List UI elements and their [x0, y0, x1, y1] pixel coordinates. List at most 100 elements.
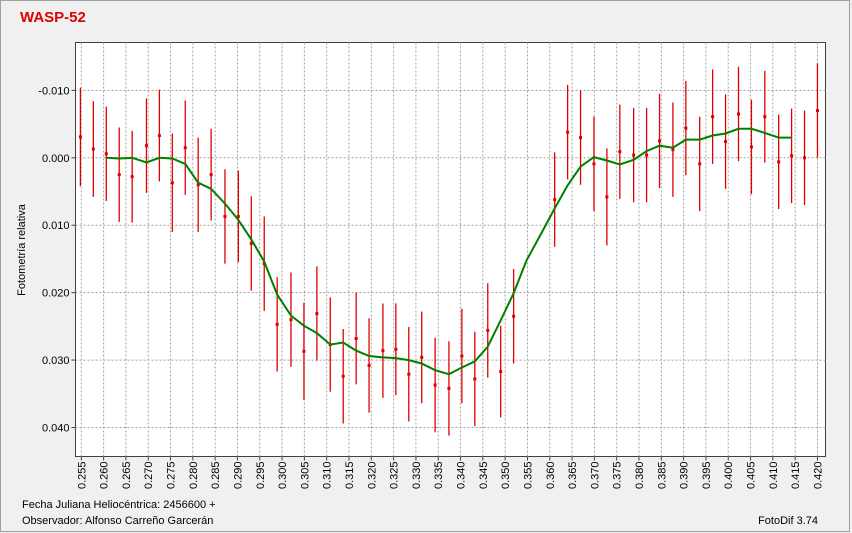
- x-tick-label: 0.385: [656, 462, 668, 490]
- data-point: [460, 354, 464, 358]
- x-tick-label: 0.375: [612, 462, 624, 490]
- x-tick-label: 0.330: [411, 462, 423, 490]
- data-point: [711, 115, 715, 119]
- data-point: [658, 139, 662, 143]
- data-point: [407, 372, 411, 376]
- data-point: [592, 162, 596, 166]
- data-point: [736, 112, 740, 116]
- data-point: [632, 153, 636, 157]
- software: FotoDif 3.74: [758, 515, 818, 527]
- data-point: [499, 370, 503, 374]
- data-point: [367, 363, 371, 367]
- x-tick-label: 0.355: [522, 462, 534, 490]
- data-point: [803, 156, 807, 160]
- y-tick-label: 0.000: [42, 153, 70, 165]
- y-axis-label: Fotometría relativa: [16, 203, 28, 296]
- data-point: [183, 146, 187, 150]
- x-tick-label: 0.280: [188, 462, 200, 490]
- x-tick-label: 0.340: [456, 462, 468, 490]
- data-point: [579, 136, 583, 140]
- data-point: [473, 377, 477, 381]
- x-tick-label: 0.350: [500, 462, 512, 490]
- x-tick-label: 0.405: [746, 462, 758, 490]
- x-tick-label: 0.325: [389, 462, 401, 490]
- data-point: [104, 152, 108, 156]
- chart-title: WASP-52: [20, 9, 86, 26]
- x-tick-label: 0.390: [679, 462, 691, 490]
- y-tick-label: 0.040: [42, 423, 70, 435]
- data-point: [157, 134, 161, 138]
- x-tick-label: 0.345: [478, 462, 490, 490]
- trend-line: [106, 127, 792, 376]
- data-point: [749, 145, 753, 149]
- data-point: [196, 183, 200, 187]
- data-point: [486, 328, 490, 332]
- data-point: [433, 383, 437, 387]
- y-tick-label: -0.010: [38, 85, 69, 97]
- data-point: [236, 214, 240, 218]
- x-tick-label: 0.395: [701, 462, 713, 490]
- x-tick-label: 0.360: [545, 462, 557, 490]
- y-tick-label: 0.010: [42, 220, 70, 232]
- x-tick-label: 0.300: [277, 462, 289, 490]
- data-point: [289, 318, 293, 322]
- data-point: [341, 374, 345, 378]
- x-tick-label: 0.410: [768, 462, 780, 490]
- data-point: [815, 109, 819, 113]
- x-tick-label: 0.320: [366, 462, 378, 490]
- data-point: [447, 386, 451, 390]
- data-point: [553, 198, 557, 202]
- x-tick-label: 0.370: [589, 462, 601, 490]
- x-tick-label: 0.285: [210, 462, 222, 490]
- data-point: [566, 130, 570, 134]
- x-axis-label: Fecha Juliana Heliocéntrica: 2456600 +: [22, 499, 216, 511]
- x-tick-label: 0.365: [567, 462, 579, 490]
- x-tick-label: 0.305: [299, 462, 311, 490]
- data-point: [315, 312, 319, 316]
- x-tick-label: 0.255: [76, 462, 88, 490]
- x-tick-label: 0.315: [344, 462, 356, 490]
- x-tick-label: 0.270: [143, 462, 155, 490]
- data-point: [763, 115, 767, 119]
- y-tick-label: 0.020: [42, 288, 70, 300]
- data-point: [684, 126, 688, 130]
- data-point: [91, 147, 95, 151]
- x-tick-label: 0.420: [812, 462, 824, 490]
- data-point: [394, 347, 398, 351]
- data-point: [605, 195, 609, 199]
- data-point: [249, 241, 253, 245]
- x-tick-label: 0.380: [634, 462, 646, 490]
- y-tick-label: 0.030: [42, 355, 70, 367]
- x-tick-label: 0.400: [723, 462, 735, 490]
- data-point: [78, 135, 82, 139]
- x-tick-label: 0.260: [99, 462, 111, 490]
- x-tick-label: 0.295: [255, 462, 267, 490]
- data-point: [354, 337, 358, 341]
- observer: Observador: Alfonso Carreño Garcerán: [22, 515, 213, 527]
- data-point: [130, 175, 134, 179]
- data-point: [209, 173, 213, 177]
- data-point: [777, 160, 781, 164]
- x-tick-label: 0.415: [790, 462, 802, 490]
- data-point: [381, 349, 385, 353]
- x-tick-label: 0.335: [433, 462, 445, 490]
- data-point: [117, 173, 121, 177]
- data-point: [512, 314, 516, 318]
- data-point: [724, 140, 728, 144]
- data-point: [671, 148, 675, 152]
- data-point: [420, 355, 424, 359]
- x-tick-label: 0.275: [166, 462, 178, 490]
- plot-area: [75, 42, 826, 457]
- x-tick-label: 0.265: [121, 462, 133, 490]
- data-point: [144, 144, 148, 148]
- data-point: [275, 322, 279, 326]
- data-point: [645, 153, 649, 157]
- x-tick-label: 0.310: [322, 462, 334, 490]
- data-point: [170, 181, 174, 185]
- x-tick-label: 0.290: [232, 462, 244, 490]
- data-point: [223, 214, 227, 218]
- data-point: [618, 150, 622, 154]
- data-point: [698, 162, 702, 166]
